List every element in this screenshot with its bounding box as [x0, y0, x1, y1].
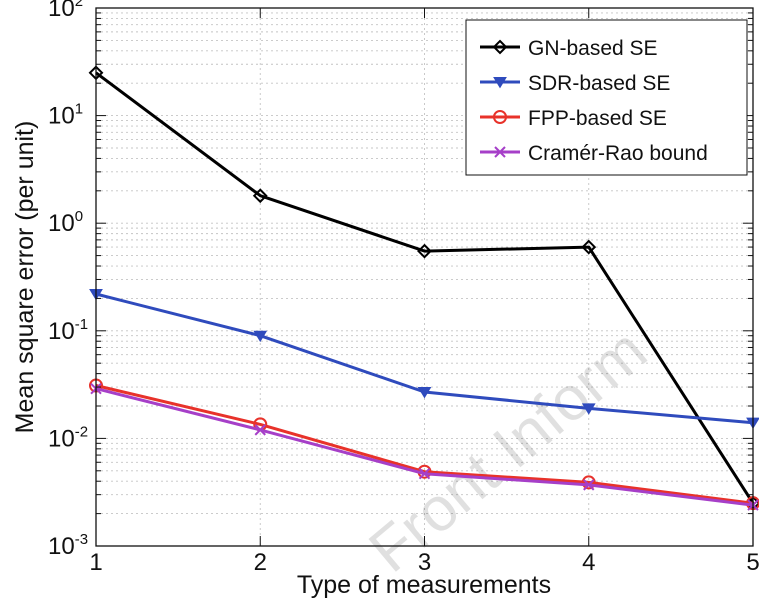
data-point — [581, 475, 596, 490]
x-tick-labels: 1 2 3 4 5 — [89, 549, 759, 576]
y-tick-label: 102 — [48, 0, 83, 22]
data-point — [418, 467, 431, 480]
x-axis-title: Type of measurements — [297, 571, 551, 599]
legend-swatch-marker — [493, 110, 507, 124]
data-point — [583, 479, 595, 491]
marker-stroke — [583, 479, 595, 491]
marker-stroke — [494, 146, 506, 158]
series-line — [95, 71, 755, 505]
legend-entry: SDR-based SE — [480, 72, 670, 95]
series-layer — [88, 65, 759, 511]
x-tick-label: 1 — [89, 549, 102, 576]
x-tick-label: 4 — [582, 549, 595, 576]
legend-swatch-marker — [493, 77, 507, 89]
legend-label: FPP-based SE — [528, 107, 667, 130]
y-tick-label: 10-1 — [48, 316, 88, 345]
ticks — [95, 8, 754, 547]
x-tick-label: 3 — [418, 549, 431, 576]
x-tick-label: 5 — [746, 549, 759, 576]
legend-entry: GN-based SE — [480, 37, 658, 60]
legend-label: Cramér-Rao bound — [528, 142, 708, 165]
data-point — [581, 239, 597, 255]
series-2 — [89, 288, 759, 430]
data-point — [581, 403, 596, 415]
legend: GN-based SE SDR-based SE FPP-based SE Cramé… — [465, 19, 748, 176]
y-tick-label: 10-2 — [48, 423, 88, 452]
y-tick-label: 10-3 — [48, 531, 88, 560]
data-point — [417, 243, 432, 259]
y-tick-label: 100 — [48, 208, 83, 237]
y-tick-labels: 10-3 10-2 10-1 100 101 102 — [48, 0, 88, 560]
legend-swatch-marker — [492, 39, 508, 55]
marker-stroke — [254, 424, 266, 436]
marker-stroke — [418, 467, 431, 480]
legend-entry: FPP-based SE — [480, 107, 667, 130]
x-tick-label: 2 — [254, 549, 267, 576]
y-tick-label: 101 — [48, 101, 83, 130]
data-point — [253, 330, 268, 343]
legend-swatch-marker — [494, 146, 506, 158]
y-axis-title: Mean square error (per unit) — [11, 121, 39, 434]
data-point — [417, 386, 432, 399]
data-point — [252, 188, 268, 204]
series-line — [95, 384, 754, 505]
legend-label: SDR-based SE — [528, 72, 670, 95]
data-point — [254, 424, 266, 436]
legend-label: GN-based SE — [528, 37, 658, 60]
legend-entry: Cramér-Rao bound — [480, 142, 708, 165]
